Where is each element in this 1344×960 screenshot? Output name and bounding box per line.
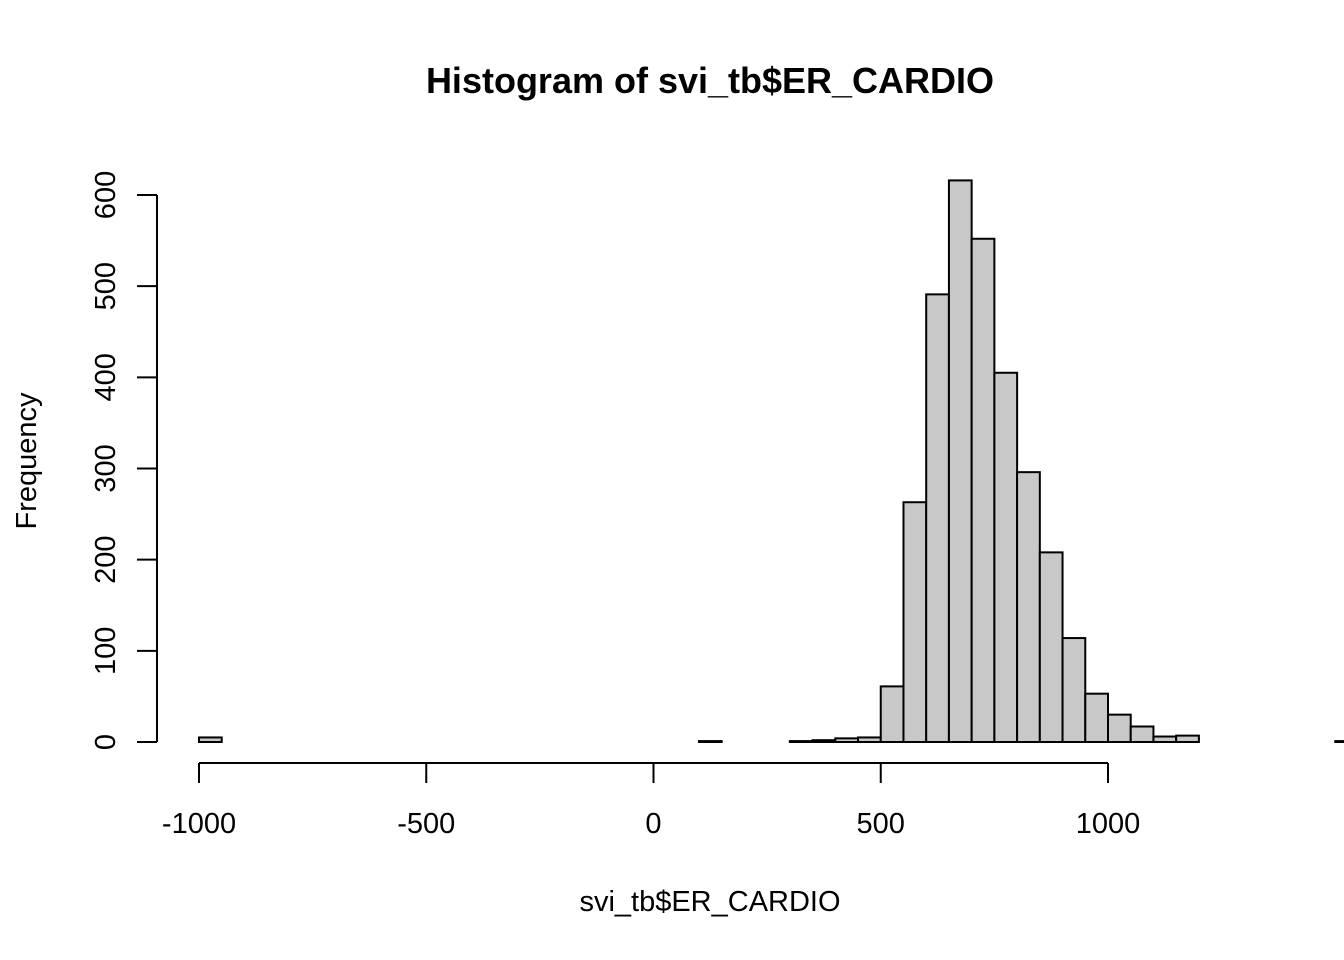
y-axis-label: Frequency bbox=[11, 392, 43, 530]
y-tick-label: 200 bbox=[90, 535, 122, 583]
y-tick-label: 300 bbox=[90, 444, 122, 492]
x-tick-label: -500 bbox=[397, 808, 455, 840]
histogram-bar bbox=[1038, 551, 1064, 743]
histogram-bar bbox=[993, 371, 1019, 743]
x-axis: -1000 -500 0 500 1000 bbox=[162, 762, 1141, 840]
histogram-bar bbox=[902, 501, 928, 744]
histogram-bar bbox=[947, 179, 973, 744]
histogram-bar bbox=[1175, 734, 1200, 743]
y-tick-label: 400 bbox=[90, 353, 122, 401]
bars-group bbox=[198, 179, 1344, 744]
x-tick-label: -1000 bbox=[162, 808, 236, 840]
y-tick-label: 100 bbox=[90, 627, 122, 675]
histogram-bar bbox=[1016, 471, 1041, 743]
histogram-bar bbox=[198, 736, 223, 744]
y-tick-label: 500 bbox=[90, 262, 122, 310]
histogram-bar bbox=[811, 739, 837, 743]
x-axis-label: svi_tb$ER_CARDIO bbox=[579, 886, 840, 918]
histogram-bar bbox=[788, 740, 814, 744]
histogram-bar bbox=[925, 293, 950, 743]
y-tick-label: 0 bbox=[90, 734, 122, 750]
histogram-bar bbox=[1129, 725, 1155, 743]
chart-title: Histogram of svi_tb$ER_CARDIO bbox=[426, 60, 994, 101]
histogram-bar bbox=[834, 737, 860, 743]
histogram-bar bbox=[970, 237, 996, 743]
histogram-bar bbox=[1084, 692, 1110, 743]
histogram-bar bbox=[1107, 713, 1132, 744]
histogram-bar bbox=[1334, 740, 1344, 744]
histogram-bar bbox=[1061, 637, 1087, 744]
histogram-bar bbox=[697, 740, 723, 744]
histogram-bar bbox=[857, 736, 882, 744]
histogram-bar bbox=[1152, 735, 1178, 744]
y-tick-label: 600 bbox=[90, 171, 122, 219]
y-axis: 0 100 200 300 400 500 600 bbox=[90, 171, 158, 750]
x-tick-label: 500 bbox=[857, 808, 905, 840]
histogram-bar bbox=[879, 685, 905, 744]
x-tick-label: 0 bbox=[645, 808, 661, 840]
x-tick-label: 1000 bbox=[1076, 808, 1141, 840]
